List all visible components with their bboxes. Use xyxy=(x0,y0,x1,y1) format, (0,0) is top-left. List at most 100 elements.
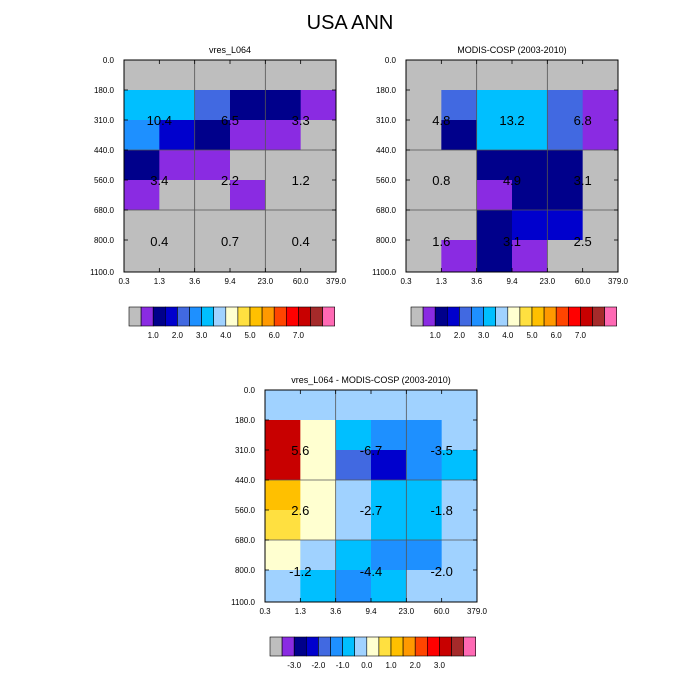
colorbar-box xyxy=(543,306,557,327)
data-label: -6.7 xyxy=(360,443,382,458)
colorbar-box xyxy=(354,636,368,657)
heatmap-cell xyxy=(265,150,302,181)
heatmap-cell xyxy=(582,240,619,273)
heatmap-cell xyxy=(124,90,160,121)
data-label: 10.4 xyxy=(147,113,172,128)
heatmap-cell xyxy=(265,510,301,541)
y-tick-label: 680.0 xyxy=(94,206,115,215)
colorbar-box xyxy=(261,306,275,327)
heatmap-cell xyxy=(512,180,548,211)
colorbar-box xyxy=(293,636,307,657)
colorbar-box xyxy=(225,306,239,327)
x-tick-label: 60.0 xyxy=(293,277,309,286)
heatmap-cell xyxy=(300,480,337,511)
heatmap-cell xyxy=(265,570,301,603)
colorbar-box xyxy=(189,306,202,327)
colorbar-label: 2.0 xyxy=(172,331,184,340)
x-tick-label: 379.0 xyxy=(608,277,629,286)
x-tick-label: 1.3 xyxy=(154,277,166,286)
data-label: 2.6 xyxy=(291,503,309,518)
colorbar-label: 1.0 xyxy=(430,331,442,340)
colorbar-label: 0.0 xyxy=(361,661,373,670)
colorbar-box xyxy=(495,306,509,327)
heatmap-cell xyxy=(582,150,619,181)
y-tick-label: 1100.0 xyxy=(372,268,396,277)
y-tick-label: 0.0 xyxy=(103,56,115,65)
heatmap-cell xyxy=(335,540,372,571)
y-tick-label: 680.0 xyxy=(376,206,397,215)
heatmap-cell xyxy=(335,510,372,541)
y-tick-label: 1100.0 xyxy=(231,598,255,607)
heatmap-cell xyxy=(441,90,478,121)
x-tick-label: 3.6 xyxy=(471,277,483,286)
heatmap-cell xyxy=(159,150,196,181)
colorbar-box xyxy=(471,306,484,327)
figure-title: USA ANN xyxy=(307,12,394,34)
colorbar-box xyxy=(285,306,299,327)
data-label: 3.1 xyxy=(503,234,521,249)
heatmap-cell xyxy=(124,120,160,151)
heatmap-cell xyxy=(406,450,443,481)
heatmap-cell xyxy=(441,210,478,241)
colorbar-label: 1.0 xyxy=(385,661,397,670)
colorbar-label: 3.0 xyxy=(434,661,446,670)
heatmap-cell xyxy=(265,420,301,451)
heatmap-cell xyxy=(441,60,478,91)
heatmap-cell xyxy=(159,90,196,121)
heatmap-cell xyxy=(300,120,337,151)
heatmap-cell xyxy=(371,540,407,571)
colorbar-box xyxy=(366,636,380,657)
heatmap-cell xyxy=(335,450,372,481)
heatmap-cell xyxy=(547,150,584,181)
heatmap-cell xyxy=(300,60,337,91)
heatmap-cell xyxy=(230,150,266,181)
data-label: 0.4 xyxy=(292,234,310,249)
x-tick-label: 9.4 xyxy=(365,607,377,616)
heatmap-cell xyxy=(300,540,337,571)
colorbar-label: -2.0 xyxy=(312,661,326,670)
x-tick-label: 3.6 xyxy=(189,277,201,286)
data-label: 5.6 xyxy=(291,443,309,458)
data-label: 2.5 xyxy=(574,234,592,249)
heatmap-cell xyxy=(547,90,584,121)
heatmap-cell xyxy=(406,540,443,571)
colorbar-label: 6.0 xyxy=(551,331,563,340)
colorbar-box xyxy=(330,636,343,657)
heatmap-cell xyxy=(371,570,407,603)
heatmap-cell xyxy=(476,180,513,211)
colorbar-box xyxy=(519,306,533,327)
heatmap-cell xyxy=(547,210,584,241)
data-label: 4.8 xyxy=(432,113,450,128)
colorbar-box xyxy=(451,636,464,657)
colorbar-box xyxy=(555,306,569,327)
colorbar-label: 3.0 xyxy=(478,331,490,340)
heatmap-cell xyxy=(441,120,478,151)
colorbar-box xyxy=(507,306,521,327)
heatmap-cell xyxy=(265,210,302,241)
heatmap-cell xyxy=(265,540,301,571)
heatmap-cell xyxy=(159,210,196,241)
heatmap-cell xyxy=(194,210,231,241)
heatmap-cell xyxy=(194,180,231,211)
colorbar-box xyxy=(439,636,452,657)
heatmap-cell xyxy=(441,570,478,603)
heatmap-cell xyxy=(300,240,337,273)
colorbar-box xyxy=(213,306,227,327)
y-tick-label: 310.0 xyxy=(376,116,397,125)
colorbar-label: 4.0 xyxy=(502,331,514,340)
y-tick-label: 440.0 xyxy=(376,146,397,155)
heatmap-cell xyxy=(582,90,619,121)
colorbar-box xyxy=(237,306,251,327)
heatmap-cell xyxy=(194,120,231,151)
heatmap-cell xyxy=(124,210,160,241)
heatmap-cell xyxy=(300,390,337,421)
heatmap-cell xyxy=(547,60,584,91)
x-tick-label: 60.0 xyxy=(575,277,591,286)
y-tick-label: 180.0 xyxy=(94,86,115,95)
colorbar-label: -3.0 xyxy=(287,661,301,670)
x-tick-label: 60.0 xyxy=(434,607,450,616)
heatmap-cell xyxy=(265,450,301,481)
data-label: 3.4 xyxy=(150,173,168,188)
